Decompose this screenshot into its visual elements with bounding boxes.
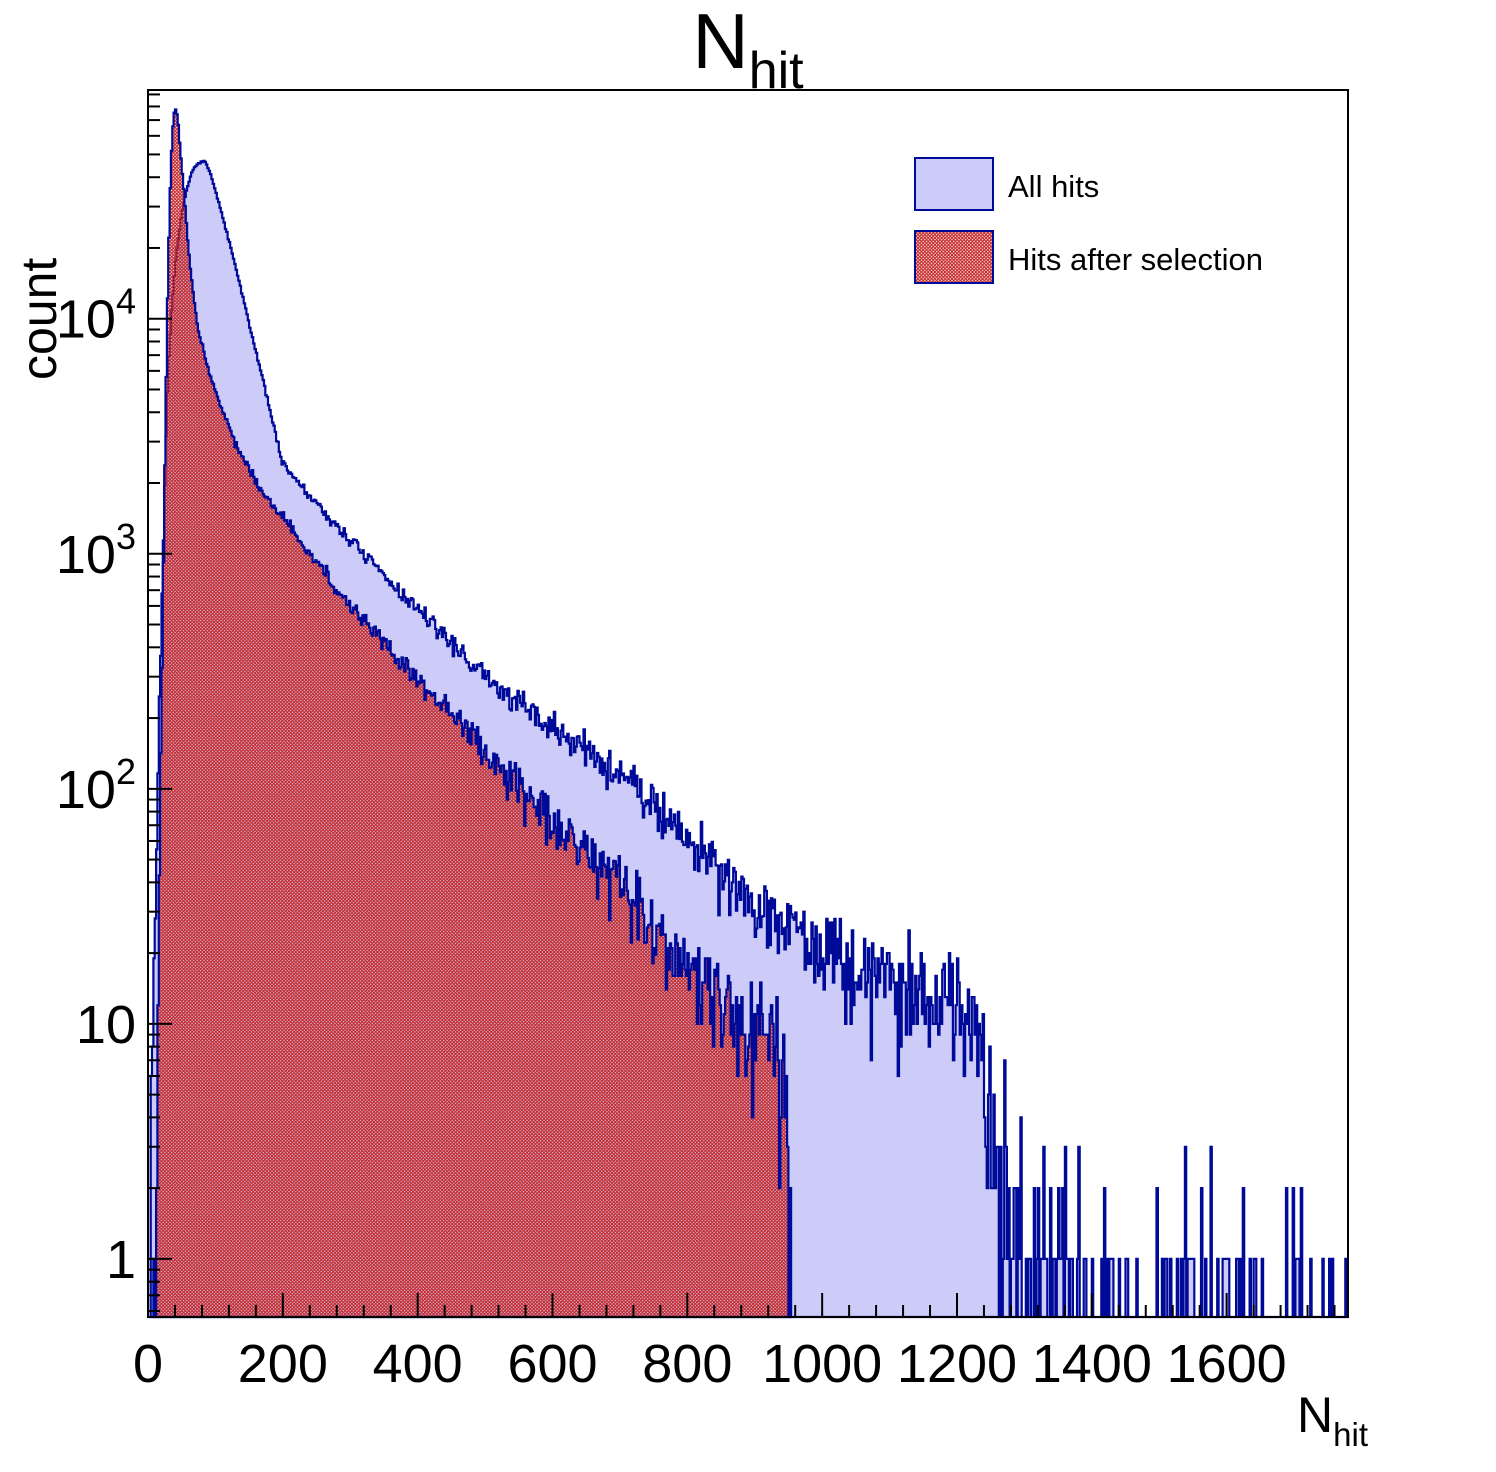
- chart-title: Nhit: [692, 0, 804, 100]
- plot-frame: [147, 89, 1349, 1318]
- y-axis-ticks: [148, 93, 172, 1313]
- legend-swatch-all-hits: [914, 157, 994, 211]
- x-axis-title: Nhit: [1297, 1387, 1368, 1453]
- x-axis-ticks: [147, 1293, 1336, 1317]
- y-tick-label: 102: [56, 751, 136, 820]
- x-tick-label: 0: [133, 1334, 163, 1394]
- x-tick-label: 600: [507, 1334, 597, 1394]
- x-tick-label: 200: [238, 1334, 328, 1394]
- x-axis-title-sub: hit: [1333, 1416, 1368, 1453]
- y-tick-label: 10: [76, 995, 136, 1055]
- x-axis-tick-labels: 0 200 400 600 800 1000 1200 1400 1600: [133, 1334, 1287, 1394]
- x-axis-title-main: N: [1297, 1387, 1333, 1443]
- legend-label-all-hits: All hits: [1008, 169, 1099, 204]
- x-tick-label: 1000: [762, 1334, 882, 1394]
- legend-swatch-selection: [914, 230, 994, 284]
- legend-entry-all-hits: All hits: [914, 157, 1099, 211]
- legend-entry-selection: Hits after selection: [914, 230, 1263, 284]
- chart-title-main: N: [692, 0, 748, 85]
- x-tick-label: 1400: [1032, 1334, 1152, 1394]
- x-tick-label: 400: [373, 1334, 463, 1394]
- selection-histogram: [152, 108, 793, 1319]
- y-axis-tick-labels: 1 10 102 103 104: [56, 281, 136, 1290]
- x-tick-label: 1600: [1167, 1334, 1287, 1394]
- y-tick-label: 104: [56, 281, 136, 350]
- y-tick-label: 1: [106, 1230, 136, 1290]
- y-axis-title: count: [11, 258, 67, 380]
- x-tick-label: 1200: [897, 1334, 1017, 1394]
- x-tick-label: 800: [642, 1334, 732, 1394]
- legend: All hits Hits after selection: [914, 157, 1263, 284]
- y-tick-label: 103: [56, 516, 136, 585]
- chart-title-sub: hit: [749, 42, 804, 100]
- legend-label-selection: Hits after selection: [1008, 242, 1263, 277]
